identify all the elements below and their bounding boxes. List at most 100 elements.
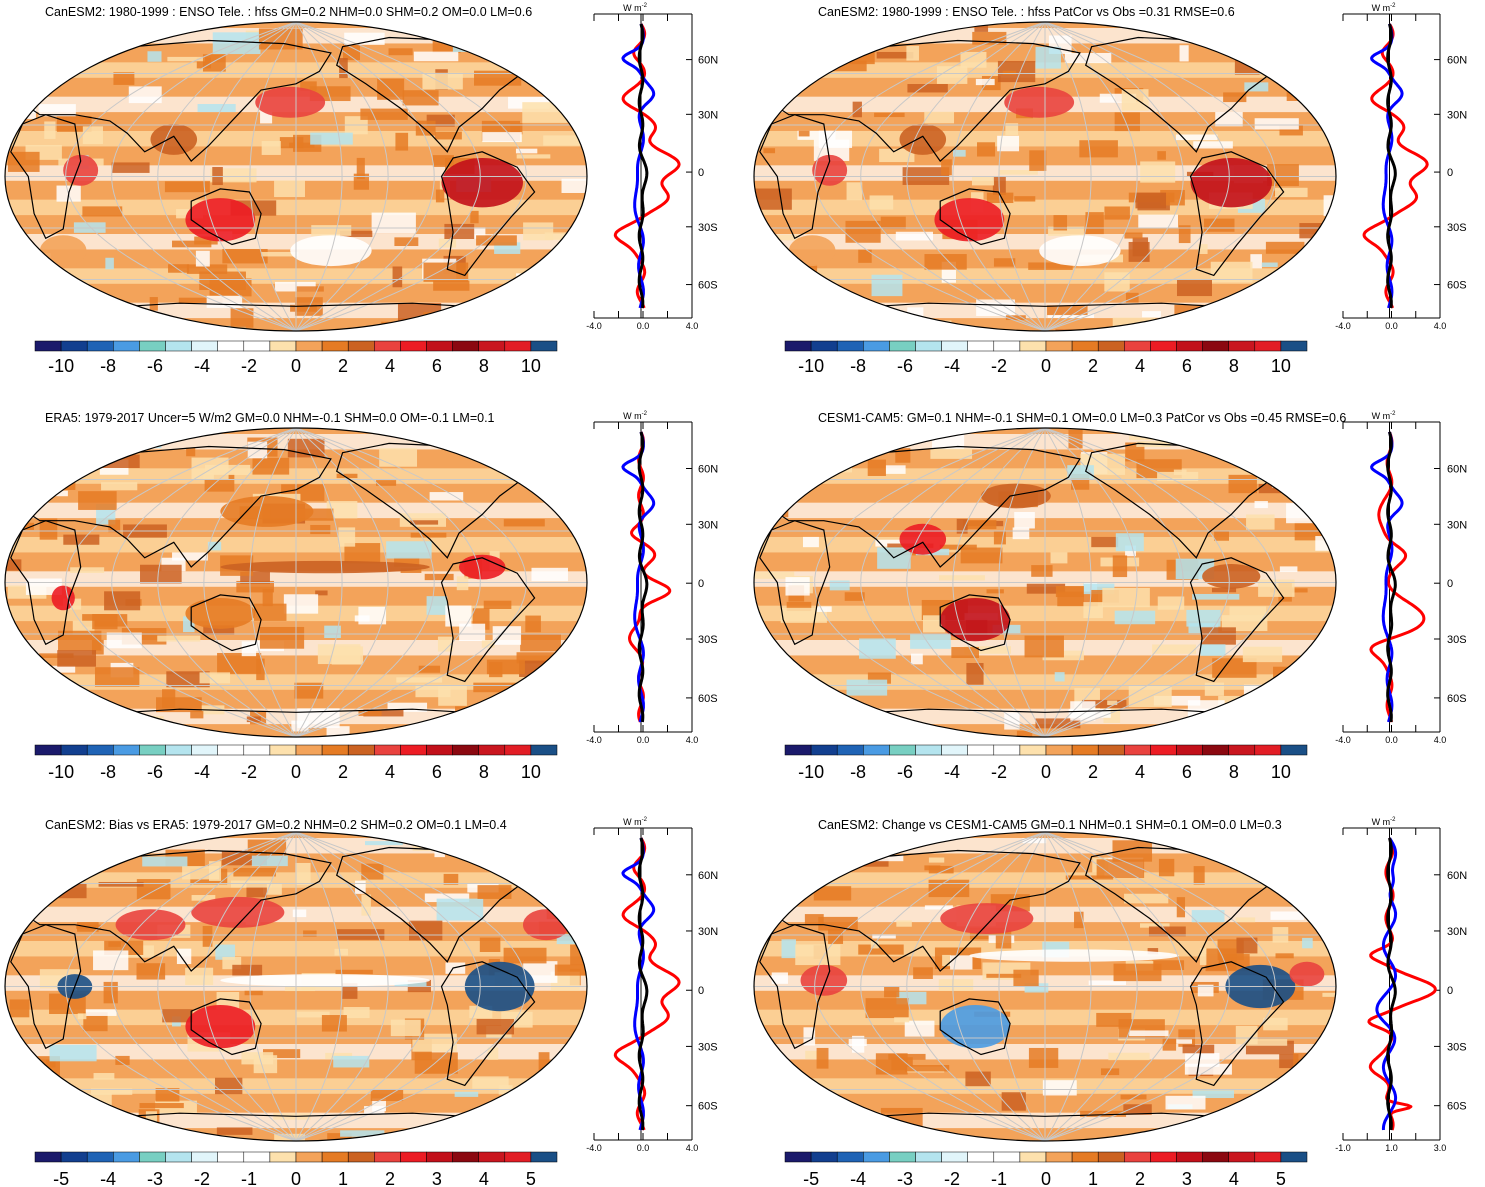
field-cell: [1286, 503, 1328, 524]
field-cell: [197, 103, 236, 113]
field-cell: [1281, 851, 1310, 863]
colorbar-swatch: [60, 340, 88, 352]
coastline-eurasia: [15, 849, 332, 972]
coastline-eurasia: [15, 445, 332, 568]
field-cell: [1054, 672, 1065, 682]
coastline-africa: [759, 114, 831, 240]
profile-x-tick-label: 0.0: [637, 321, 650, 331]
field-cell: [1028, 1047, 1059, 1068]
colorbar-swatch: [1176, 744, 1203, 756]
field-cell: [104, 591, 141, 611]
coastline-africa: [759, 520, 831, 646]
field-cell: [1270, 911, 1305, 920]
field-cell: [400, 568, 422, 573]
longitude-gridline: [906, 428, 1046, 737]
field-cell: [795, 317, 826, 327]
colorbar-label: -6: [897, 762, 913, 782]
colorbar-label: 1: [338, 1169, 348, 1187]
field-cell: [998, 170, 1038, 175]
coastline-samerica: [1189, 557, 1285, 683]
field-cell: [797, 130, 836, 140]
field-cell: [805, 1050, 826, 1059]
field-cell: [1283, 454, 1302, 469]
colorbar-swatch: [1045, 1151, 1073, 1163]
field-cell: [354, 615, 370, 622]
field-cell: [1332, 1105, 1336, 1120]
colorbar-swatch: [1071, 1151, 1099, 1163]
field-cell: [262, 883, 282, 895]
field-cell: [241, 1052, 274, 1065]
field-cell: [1303, 686, 1335, 703]
field-cell: [542, 880, 587, 903]
field-cell: [90, 1088, 133, 1095]
field-cell: [845, 220, 881, 243]
colorbar-label: 3: [432, 1169, 442, 1187]
field-cell: [773, 285, 790, 294]
colorbar-swatch: [452, 1151, 479, 1163]
field-cell: [415, 120, 436, 136]
colorbar-label: 10: [1271, 762, 1291, 782]
colorbar-label: -4: [944, 356, 960, 376]
field-cell: [162, 689, 176, 709]
map-border: [4, 427, 588, 738]
lat-profile: W m-2 -4.0 0.0 4.0 60N 30N 0 30S 60S: [1335, 3, 1467, 331]
field-cell: [1083, 583, 1115, 595]
field-cell: [525, 615, 541, 633]
field-anomaly: [441, 157, 523, 208]
field-cell: [423, 262, 469, 282]
field-cell: [52, 883, 87, 899]
colorbar-label: -8: [850, 356, 866, 376]
field-cell: [766, 444, 811, 460]
panel-title: ERA5: 1979-2017 Uncer=5 W/m2 GM=0.0 NHM=…: [45, 411, 495, 425]
field-cell: [294, 682, 324, 699]
colorbar-label: -4: [850, 1169, 866, 1187]
lat-label: 0: [698, 985, 704, 997]
colorbar-swatch: [374, 1151, 401, 1163]
field-cell: [1223, 92, 1247, 103]
field-cell: [556, 933, 587, 945]
longitude-gridline: [295, 22, 481, 332]
field-cell: [1291, 845, 1310, 861]
field-cell: [68, 320, 78, 330]
field-cell: [361, 894, 371, 916]
longitude-gridline: [203, 832, 297, 1142]
field-cell: [78, 435, 117, 457]
colorbar-label: 4: [479, 1169, 489, 1187]
field-anomaly: [1289, 961, 1325, 987]
field-cell: [1200, 644, 1226, 656]
field-cell: [39, 518, 58, 540]
map-border: [753, 831, 1337, 1142]
colorbar-swatch: [1071, 340, 1099, 352]
field-cell: [1258, 483, 1282, 494]
field-cell: [1297, 859, 1330, 870]
field-cell: [1035, 46, 1061, 69]
field-cell: [1012, 527, 1030, 540]
colorbar-label: 6: [1182, 356, 1192, 376]
colorbar-swatch: [165, 1151, 192, 1163]
profile-line-red: [613, 23, 681, 309]
field-cell: [531, 567, 568, 582]
field-cell: [1228, 474, 1257, 494]
field-cell: [1322, 992, 1336, 997]
field-cell: [891, 1139, 904, 1142]
field-cell: [482, 132, 522, 143]
field-cell: [871, 274, 903, 297]
profile-line-blue: [621, 431, 656, 723]
colorbar-label: 5: [1276, 1169, 1286, 1187]
field-cell: [327, 1133, 352, 1142]
colorbar-label: -10: [48, 762, 74, 782]
field-cell: [379, 448, 418, 467]
colorbar-label: 0: [291, 762, 301, 782]
field-cell: [868, 855, 904, 862]
field-cell: [230, 880, 273, 888]
field-cell: [415, 684, 451, 698]
field-cell: [1214, 531, 1229, 541]
colorbar-swatch: [269, 340, 297, 352]
field-cell: [872, 934, 896, 939]
field-cell: [566, 455, 587, 464]
field-cell: [1295, 300, 1311, 306]
field-cell: [798, 1112, 822, 1123]
field-cell: [538, 1052, 550, 1072]
field-cell: [459, 623, 486, 641]
